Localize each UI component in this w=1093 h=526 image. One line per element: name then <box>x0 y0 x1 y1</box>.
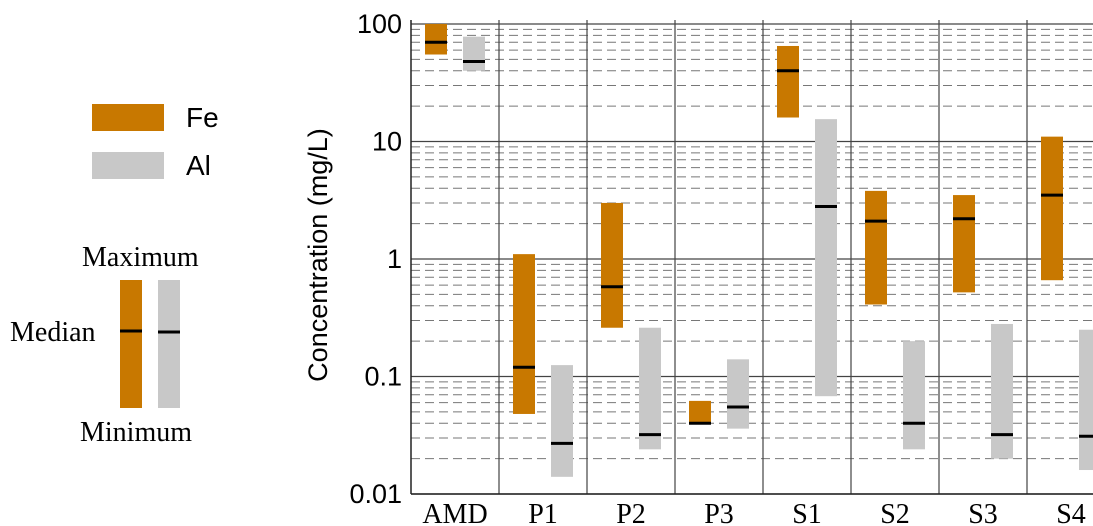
legend-label-fe: Fe <box>186 102 219 133</box>
key-median-label: Median <box>10 317 96 348</box>
range-bar-al-s2 <box>903 341 925 450</box>
range-bar-al-s3 <box>991 323 1013 459</box>
range-bar-fe-p2 <box>601 202 623 328</box>
range-bar-al-amd <box>463 36 485 71</box>
range-bar-fe-s3 <box>953 195 975 293</box>
key-bar-fe <box>120 280 142 408</box>
key-minimum-label: Minimum <box>80 417 192 448</box>
range-bars <box>425 24 1093 477</box>
x-tick-label: AMD <box>422 499 487 526</box>
y-axis-title: Concentration (mg/L) <box>303 128 333 382</box>
x-tick-label: P2 <box>616 499 646 526</box>
range-bar-fe-p3 <box>689 400 711 424</box>
legend-swatch-al <box>92 152 164 179</box>
x-tick-label: P1 <box>528 499 558 526</box>
x-tick-label: S2 <box>880 499 910 526</box>
x-tick-label: S4 <box>1056 499 1086 526</box>
x-tick-label: S1 <box>792 499 822 526</box>
legend-swatch-fe <box>92 104 164 131</box>
y-tick-label: 0.01 <box>349 479 402 509</box>
range-bar-al-p3 <box>727 359 749 429</box>
axes <box>410 20 1093 495</box>
range-bar-fe-amd <box>425 24 447 55</box>
median-marks <box>425 40 1093 445</box>
x-tick-label: P3 <box>704 499 734 526</box>
legend-label-al: Al <box>186 150 211 181</box>
x-tick-label: S3 <box>968 499 998 526</box>
key-bar-al <box>158 280 180 408</box>
range-bar-fe-s4 <box>1041 136 1063 281</box>
range-bar-fe-s1 <box>777 45 799 118</box>
range-bar-fe-p1 <box>513 254 535 414</box>
y-tick-label: 100 <box>357 9 402 39</box>
axis-labels: 0.01 0.1 1 10 100 AMD P1 P2 P3 S1 S2 S3 S4 <box>349 9 1085 526</box>
range-bar-al-s1 <box>815 119 837 397</box>
range-bar-al-p1 <box>551 365 573 477</box>
range-bar-al-s4 <box>1079 329 1093 471</box>
range-key: Maximum Median Minimum <box>10 242 199 448</box>
y-tick-label: 0.1 <box>364 362 402 392</box>
y-tick-label: 1 <box>387 244 402 274</box>
y-tick-label: 10 <box>372 127 402 157</box>
range-bar-al-p2 <box>639 327 661 450</box>
range-bar-fe-s2 <box>865 190 887 305</box>
key-maximum-label: Maximum <box>82 242 199 273</box>
legend: Fe Al <box>92 102 219 181</box>
